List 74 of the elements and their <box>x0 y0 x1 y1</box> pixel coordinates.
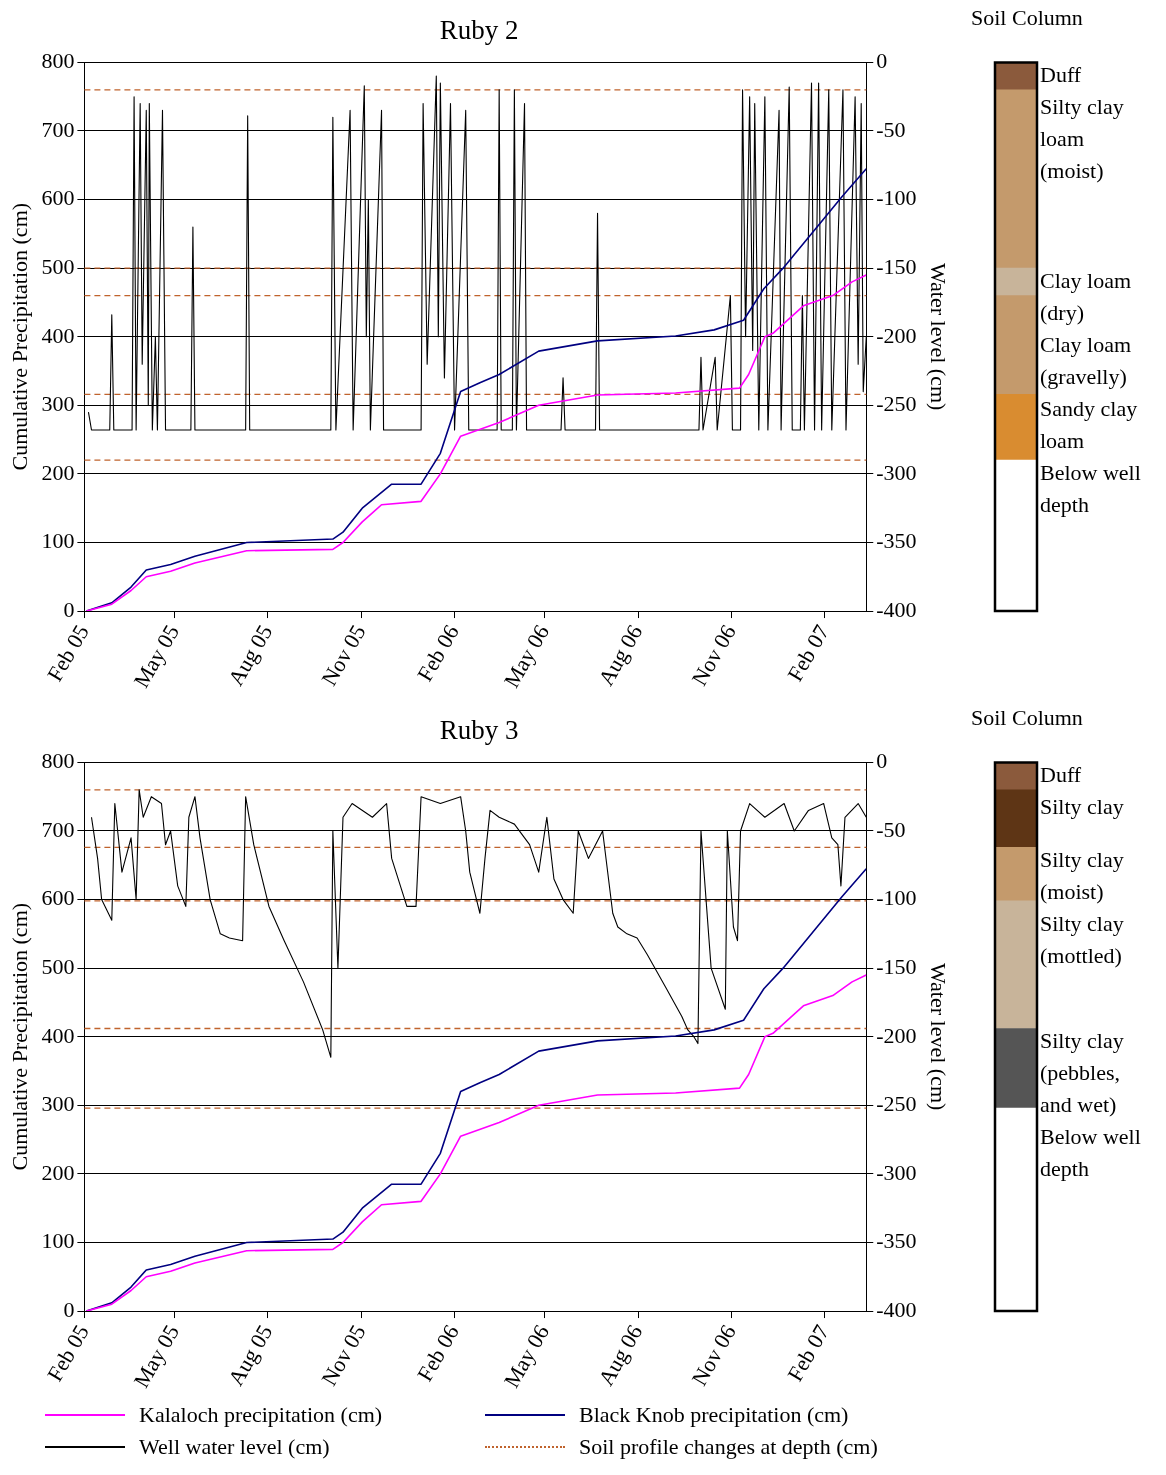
x-tick-label: Feb 07 <box>782 620 835 686</box>
y2-tick-label: -50 <box>876 816 906 842</box>
y2-tick-label: -350 <box>876 528 917 554</box>
series-label: Duff <box>1040 62 1082 88</box>
series-label: Silty clay loam (moist) <box>1040 94 1124 184</box>
bar <box>995 295 1037 395</box>
series-label: Below well depth <box>1040 1124 1141 1182</box>
y2-tick-label: -200 <box>876 1022 917 1048</box>
y-tick-label: 800 <box>41 48 75 74</box>
bar <box>995 394 1037 461</box>
series-label: Duff <box>1040 762 1082 788</box>
y-tick-label: 600 <box>41 885 75 911</box>
bar <box>995 847 1037 902</box>
y2-tick-label: -150 <box>876 953 917 979</box>
y-tick-label: 100 <box>41 528 75 554</box>
y-tick-label: 400 <box>41 1022 75 1048</box>
series-label: Silty clay <box>1040 794 1124 820</box>
text: Soil profile changes at depth (cm) <box>579 1434 878 1460</box>
series-label: Silty clay (pebbles, and wet) <box>1040 1028 1124 1118</box>
y-tick-label: 300 <box>41 391 75 417</box>
y-tick-label: 0 <box>63 596 75 622</box>
y2-tick-label: 0 <box>876 748 888 774</box>
y2-tick-label: -250 <box>876 1091 917 1117</box>
legend-label: Well water level (cm) <box>139 1434 330 1460</box>
bar <box>995 89 1037 269</box>
series-label: Silty clay (moist) <box>1040 847 1124 905</box>
y-tick-label: 200 <box>41 459 75 485</box>
series-label: Sandy clay loam <box>1040 395 1138 453</box>
x-tick-label: Feb 05 <box>41 620 94 686</box>
chart-title: Ruby 3 <box>439 715 519 746</box>
y-tick-label: 200 <box>41 1159 75 1185</box>
y2-tick-label: -50 <box>876 116 906 142</box>
legend-label: Kalaloch precipitation (cm) <box>139 1402 383 1428</box>
chart-title: Soil Column <box>971 5 1083 30</box>
y-tick-label: 0 <box>63 1296 75 1322</box>
y2-tick-label: -350 <box>876 1228 917 1254</box>
y2-tick-label: -100 <box>876 885 917 911</box>
x-tick-label: Feb 06 <box>412 1320 464 1386</box>
chart-title: Ruby 2 <box>439 15 519 46</box>
series-label: Silty clay (mottled) <box>1040 911 1124 969</box>
x-tick-label: Feb 06 <box>412 620 464 686</box>
y-tick-label: 300 <box>41 1091 75 1117</box>
y2-tick-label: -250 <box>876 391 917 417</box>
y-tick-label: 500 <box>41 953 75 979</box>
bar <box>995 900 1037 1029</box>
y2-tick-label: -150 <box>876 253 917 279</box>
y2-tick-label: -400 <box>876 596 917 622</box>
x-tick-label: Feb 05 <box>41 1320 94 1386</box>
y2-tick-label: -400 <box>876 1296 917 1322</box>
y-tick-label: 700 <box>41 816 75 842</box>
y-tick-label: 700 <box>41 116 75 142</box>
y-tick-label: 100 <box>41 1228 75 1254</box>
y-tick-label: 500 <box>41 253 75 279</box>
y2-tick-label: -200 <box>876 322 917 348</box>
y2-tick-label: 0 <box>876 48 888 74</box>
y2-tick-label: -300 <box>876 1159 917 1185</box>
bar <box>995 267 1037 296</box>
y2-axis-title: Water level (cm) <box>926 263 952 411</box>
y-axis-title: Cumulative Precipitation (cm) <box>6 902 32 1171</box>
series-label: Clay loam (gravelly) <box>1040 331 1132 389</box>
series-label: Clay loam (dry) <box>1040 267 1132 325</box>
y-axis-title: Cumulative Precipitation (cm) <box>6 202 32 471</box>
series-label: Below well depth <box>1040 459 1141 517</box>
y2-axis-title: Water level (cm) <box>926 963 952 1111</box>
bar <box>995 789 1037 848</box>
chart-title: Soil Column <box>971 705 1083 730</box>
y-tick-label: 800 <box>41 748 75 774</box>
y-tick-label: 600 <box>41 185 75 211</box>
y2-tick-label: -100 <box>876 185 917 211</box>
bar <box>995 1028 1037 1109</box>
x-tick-label: Feb 07 <box>782 1320 835 1386</box>
y2-tick-label: -300 <box>876 459 917 485</box>
y-tick-label: 400 <box>41 322 75 348</box>
legend-label: Black Knob precipitation (cm) <box>579 1402 849 1428</box>
